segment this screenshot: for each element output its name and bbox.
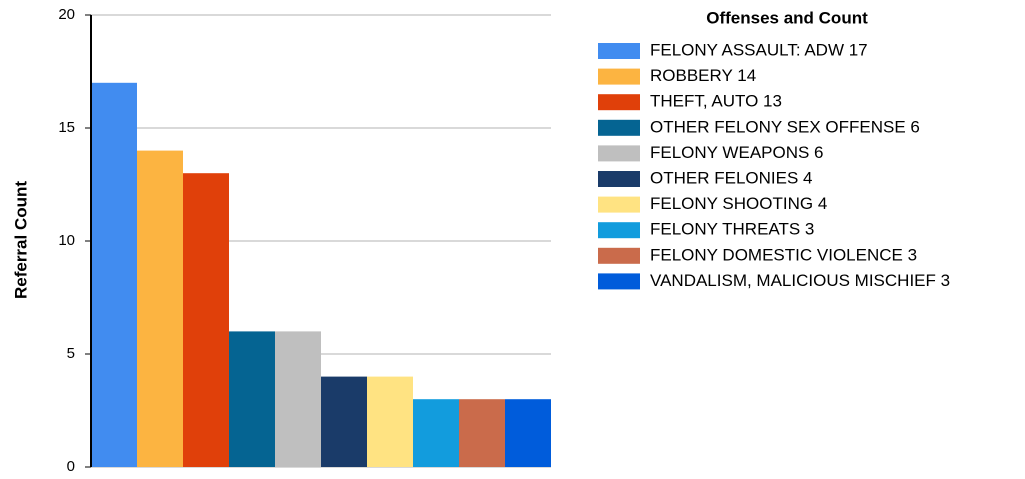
legend-label: OTHER FELONY SEX OFFENSE 6 bbox=[650, 117, 920, 136]
legend-swatch bbox=[598, 145, 640, 162]
bar bbox=[413, 399, 459, 467]
y-tick-label: 15 bbox=[58, 119, 75, 136]
legend-swatch bbox=[598, 196, 640, 213]
legend-swatch bbox=[598, 273, 640, 290]
bar bbox=[321, 376, 367, 467]
legend-swatch bbox=[598, 94, 640, 111]
y-axis-label: Referral Count bbox=[11, 181, 30, 299]
bar bbox=[183, 173, 229, 467]
bar bbox=[505, 399, 551, 467]
legend-swatch bbox=[598, 119, 640, 136]
bar bbox=[229, 331, 275, 467]
bar bbox=[91, 82, 137, 468]
legend-swatch bbox=[598, 43, 640, 59]
legend-swatch bbox=[598, 247, 640, 264]
legend-title: Offenses and Count bbox=[706, 8, 868, 27]
legend-label: FELONY ASSAULT: ADW 17 bbox=[650, 40, 868, 59]
legend-label: OTHER FELONIES 4 bbox=[650, 168, 812, 187]
legend-swatch bbox=[598, 68, 640, 85]
bar bbox=[275, 331, 321, 467]
legend-label: THEFT, AUTO 13 bbox=[650, 92, 782, 111]
legend-swatch bbox=[598, 222, 640, 239]
bar bbox=[367, 376, 413, 467]
legend-label: FELONY THREATS 3 bbox=[650, 220, 814, 239]
y-tick-label: 20 bbox=[58, 6, 75, 23]
bar bbox=[137, 150, 183, 467]
y-tick-label: 0 bbox=[67, 458, 75, 474]
legend-label: FELONY WEAPONS 6 bbox=[650, 143, 824, 162]
bar bbox=[459, 399, 505, 467]
legend-label: ROBBERY 14 bbox=[650, 66, 756, 85]
legend-label: VANDALISM, MALICIOUS MISCHIEF 3 bbox=[650, 271, 950, 290]
y-tick-label: 10 bbox=[58, 232, 75, 249]
legend-swatch bbox=[598, 171, 640, 187]
legend-label: FELONY SHOOTING 4 bbox=[650, 194, 827, 213]
legend-label: FELONY DOMESTIC VIOLENCE 3 bbox=[650, 245, 917, 264]
y-tick-label: 5 bbox=[67, 345, 75, 362]
